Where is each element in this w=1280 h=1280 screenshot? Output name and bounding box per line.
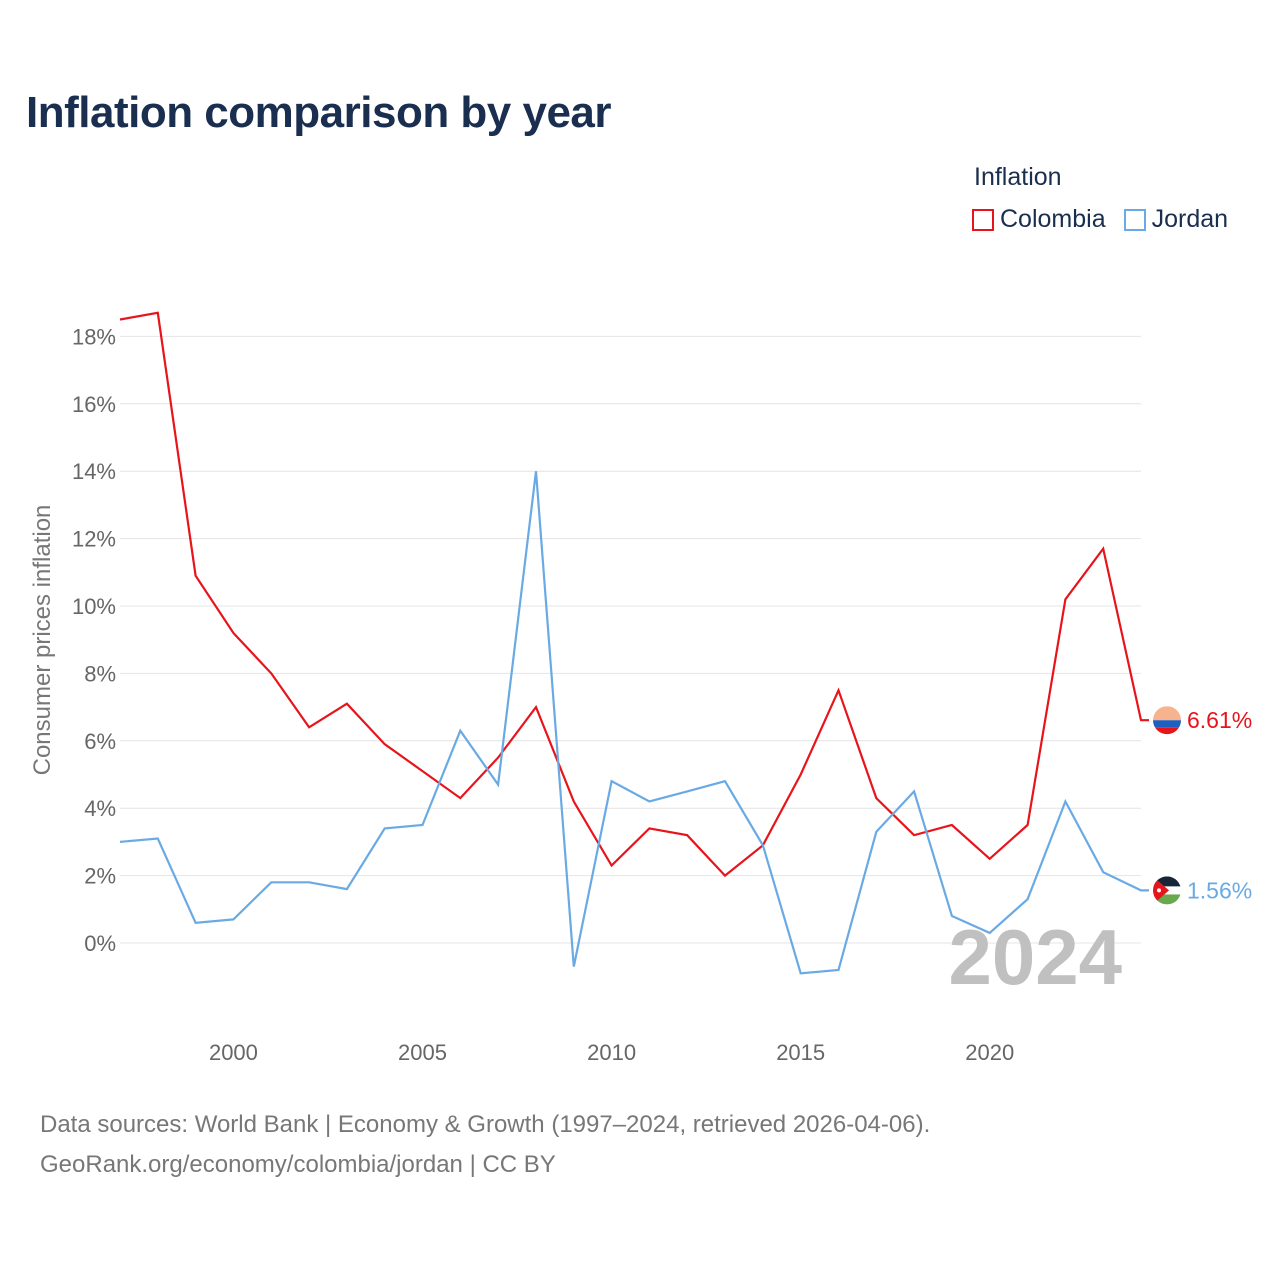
footer-sources: Data sources: World Bank | Economy & Gro… xyxy=(40,1111,931,1138)
legend-item-jordan[interactable]: Jordan xyxy=(1123,205,1229,234)
footer-link[interactable]: GeoRank.org/economy/colombia/jordan | CC… xyxy=(40,1151,556,1178)
gridlines xyxy=(120,335,1141,944)
y-tick-label: 10% xyxy=(72,594,116,619)
y-tick-label: 16% xyxy=(72,392,116,417)
y-tick-label: 2% xyxy=(84,864,116,889)
series-line-jordan[interactable] xyxy=(119,471,1149,975)
legend-label-jordan: Jordan xyxy=(1151,205,1229,233)
x-tick-label: 2010 xyxy=(587,1040,636,1065)
series-line-colombia[interactable] xyxy=(119,311,1149,878)
y-tick-label: 12% xyxy=(72,527,116,552)
legend-label-colombia: Colombia xyxy=(1000,205,1106,233)
series-end-markers: 6.61% 1.56% xyxy=(1153,706,1252,905)
legend: Colombia Jordan xyxy=(972,205,1228,234)
flag-colombia-icon xyxy=(1153,706,1181,735)
y-axis-label: Consumer prices inflation xyxy=(29,505,56,776)
y-tick-label: 18% xyxy=(72,324,116,349)
x-tick-label: 2015 xyxy=(776,1040,825,1065)
y-tick-label: 14% xyxy=(72,459,116,484)
y-tick-label: 8% xyxy=(84,661,116,686)
x-tick-label: 2000 xyxy=(209,1040,258,1065)
x-tick-label: 2005 xyxy=(398,1040,447,1065)
y-tick-label: 0% xyxy=(84,931,116,956)
end-value-label-colombia: 6.61% xyxy=(1187,707,1252,733)
x-axis-ticks: 2000 2005 2010 2015 2020 xyxy=(209,1040,1014,1065)
y-tick-label: 6% xyxy=(84,729,116,754)
footer: Data sources: World Bank | Economy & Gro… xyxy=(40,1105,930,1185)
y-tick-label: 4% xyxy=(84,796,116,821)
series-lines xyxy=(119,311,1149,975)
line-chart: 0%2%4%6%8%10%12%14%16%18% 2000 2005 2010 20… xyxy=(29,311,1252,1065)
flag-jordan-icon xyxy=(1153,876,1181,905)
legend-title: Inflation xyxy=(974,163,1062,191)
x-tick-label: 2020 xyxy=(965,1040,1014,1065)
chart-title: Inflation comparison by year xyxy=(26,88,612,137)
legend-item-colombia[interactable]: Colombia xyxy=(972,205,1106,234)
legend-swatch-colombia xyxy=(972,208,994,231)
legend-swatch-jordan xyxy=(1123,208,1146,231)
end-value-label-jordan: 1.56% xyxy=(1187,877,1252,903)
y-axis-ticks: 0% 2% 4% 6% 8% 10% 12% 14% 16% 18% xyxy=(72,324,116,956)
